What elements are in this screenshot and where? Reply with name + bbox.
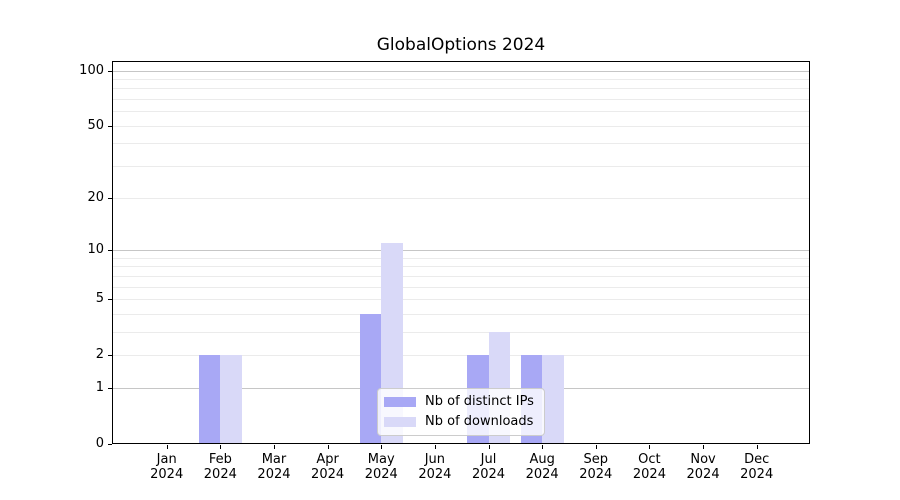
y-tick-label-100: 100 [79,62,104,78]
gridline-y-50 [113,125,809,127]
x-tick-label-oct: Oct 2024 [632,452,666,482]
x-tick-label-nov: Nov 2024 [686,452,720,482]
y-tick-label-0: 0 [95,436,104,451]
y-tick-label-10: 10 [87,241,104,257]
gridline-y-2 [113,355,809,357]
y-tick-label-5: 5 [95,290,104,306]
x-tick-mark-dec [756,445,758,449]
x-tick-label-jul: Jul 2024 [471,452,506,482]
bar-distinct-ips-feb [198,355,221,443]
y-tick-mark-1 [108,387,112,389]
x-tick-mark-sep [595,445,597,449]
gridline-y-6 [113,286,809,288]
x-tick-mark-feb [220,445,222,449]
gridline-y-5 [113,298,809,300]
gridline-y-100 [113,70,809,72]
legend: Nb of distinct IPs Nb of downloads [377,388,545,436]
x-tick-mark-nov [703,445,705,449]
gridline-y-80 [113,88,809,90]
x-tick-mark-mar [273,445,275,449]
gridline-y-8 [113,266,809,268]
x-tick-mark-jul [488,445,490,449]
y-tick-mark-20 [108,197,112,199]
x-tick-label-mar: Mar 2024 [257,452,291,482]
y-tick-label-20: 20 [87,189,104,205]
gridline-y-40 [113,143,809,145]
x-tick-label-dec: Dec 2024 [740,452,774,482]
legend-item-distinct-ips: Nb of distinct IPs [384,394,536,410]
gridline-y-30 [113,166,809,168]
gridline-y-10 [113,249,809,251]
y-tick-mark-5 [108,298,112,300]
legend-label-downloads: Nb of downloads [425,414,534,429]
x-tick-label-jan: Jan 2024 [150,452,184,482]
gridline-y-9 [113,257,809,259]
plot-area [112,61,810,444]
x-tick-label-apr: Apr 2024 [311,452,345,482]
x-tick-mark-apr [327,445,329,449]
legend-swatch-downloads [384,417,416,427]
y-tick-label-2: 2 [95,347,104,363]
bar-distinct-ips-may [359,313,382,443]
y-tick-mark-100 [108,70,112,72]
x-tick-label-feb: Feb 2024 [203,452,237,482]
x-tick-mark-oct [649,445,651,449]
legend-item-downloads: Nb of downloads [384,414,536,430]
y-tick-mark-0 [108,444,112,445]
gridline-y-7 [113,275,809,277]
gridline-y-90 [113,78,809,80]
bar-downloads-feb [220,355,242,443]
y-tick-mark-2 [108,355,112,357]
y-tick-label-50: 50 [87,117,104,133]
y-tick-mark-10 [108,249,112,251]
legend-swatch-distinct-ips [384,397,416,407]
x-tick-mark-jun [434,445,436,449]
x-tick-label-aug: Aug 2024 [525,452,559,482]
x-tick-label-may: May 2024 [364,452,398,482]
x-tick-mark-jan [166,445,168,449]
x-tick-label-sep: Sep 2024 [579,452,613,482]
x-tick-mark-may [381,445,383,449]
gridline-y-3 [113,331,809,333]
gridline-y-4 [113,313,809,315]
bar-downloads-aug [542,355,564,443]
gridline-y-70 [113,99,809,101]
y-tick-mark-50 [108,125,112,127]
x-tick-label-jun: Jun 2024 [418,452,452,482]
x-tick-mark-aug [542,445,544,449]
y-tick-label-1: 1 [95,379,104,395]
legend-label-distinct-ips: Nb of distinct IPs [425,394,534,409]
chart-title: GlobalOptions 2024 [376,35,546,55]
gridline-y-20 [113,197,809,199]
gridline-y-60 [113,111,809,113]
